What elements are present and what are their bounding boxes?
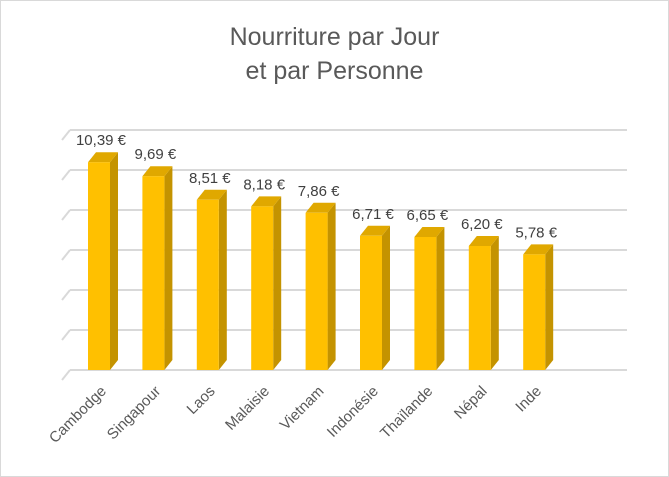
bar-top xyxy=(523,244,554,255)
bar-top xyxy=(196,189,227,200)
bar-top xyxy=(468,236,499,246)
gridline-diagonal xyxy=(61,289,71,301)
chart-title-line-2: et par Personne xyxy=(245,57,424,85)
bar xyxy=(414,227,445,370)
bar-top xyxy=(305,202,336,213)
data-label: 5,78 € xyxy=(515,224,557,241)
bar xyxy=(523,244,554,370)
data-label: 6,65 € xyxy=(407,207,449,224)
category-label: Népal xyxy=(451,383,491,423)
gridline-diagonal xyxy=(61,209,71,221)
category-label: Inde xyxy=(512,383,545,416)
category-label: Laos xyxy=(184,383,219,418)
bar-front xyxy=(523,254,546,370)
data-label: 7,86 € xyxy=(298,183,340,200)
bar-side xyxy=(545,244,554,370)
gridline-diagonal xyxy=(61,329,71,341)
bar-front xyxy=(142,176,165,370)
bar-front xyxy=(196,199,219,370)
chart-title-line-1: Nourriture par Jour xyxy=(229,23,440,51)
bar-side xyxy=(382,225,390,370)
bar-side xyxy=(273,196,282,370)
bar-side xyxy=(327,202,336,370)
data-label: 6,71 € xyxy=(352,206,394,223)
data-labels: 10,39 € 9,69 € 8,51 € 8,18 € 7,86 € 6,71 € 6,6… xyxy=(76,132,558,241)
bar-top xyxy=(414,227,445,237)
bar-front xyxy=(251,206,274,370)
data-label: 10,39 € xyxy=(76,132,127,149)
bar-side xyxy=(110,152,118,370)
bar xyxy=(88,152,118,370)
category-label: Thaïlande xyxy=(377,383,436,442)
category-label: Singapour xyxy=(104,383,164,443)
bar xyxy=(468,236,499,370)
bar-front xyxy=(414,237,437,370)
category-label: Indonésie xyxy=(324,383,382,441)
chart-title: Nourriture par Jour et par Personne xyxy=(0,20,669,88)
bar-front xyxy=(305,212,328,370)
data-label: 6,20 € xyxy=(461,216,503,233)
category-label: Vietnam xyxy=(277,383,328,434)
data-label: 8,51 € xyxy=(189,170,231,187)
bar-side xyxy=(164,166,173,370)
bar-top xyxy=(251,196,282,207)
gridline-diagonal xyxy=(61,249,71,261)
bar-top xyxy=(88,152,118,163)
bar xyxy=(142,166,173,370)
gridline-diagonal xyxy=(61,129,71,141)
bar xyxy=(305,202,336,370)
bar xyxy=(251,196,282,370)
bars xyxy=(88,152,554,370)
bar-front xyxy=(468,246,491,370)
category-label: Cambodge xyxy=(46,383,110,447)
bar-side xyxy=(436,227,445,370)
bar xyxy=(360,225,390,370)
bar xyxy=(196,189,227,370)
bar-top xyxy=(142,166,173,177)
bar-front xyxy=(360,235,382,370)
data-label: 8,18 € xyxy=(243,176,285,193)
bar-top xyxy=(360,225,390,236)
category-label: Malaisie xyxy=(222,383,273,434)
gridline-diagonal xyxy=(61,169,71,181)
bar-side xyxy=(490,236,499,370)
gridline-diagonal xyxy=(61,369,71,381)
bar-front xyxy=(88,162,110,370)
bar-side xyxy=(218,189,227,370)
data-label: 9,69 € xyxy=(135,146,177,163)
